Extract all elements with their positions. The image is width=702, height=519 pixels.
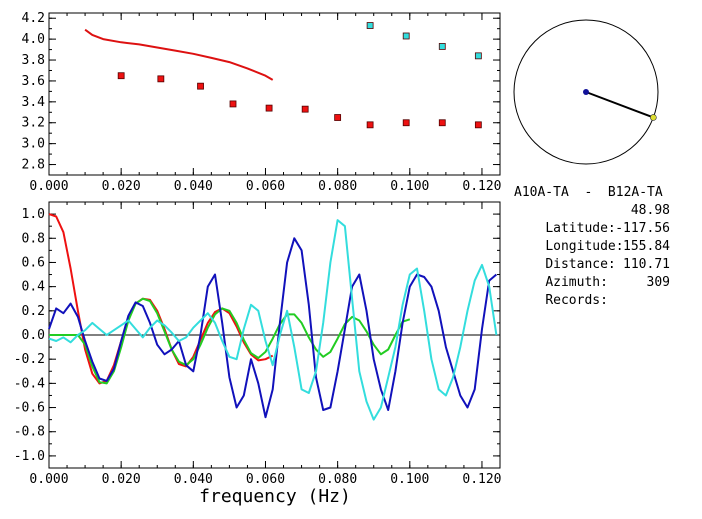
y-tick-label: -0.4 (14, 376, 45, 391)
series-line (48, 219, 498, 421)
y-tick-label: 3.4 (22, 95, 46, 110)
x-tick-label: 0.100 (390, 472, 429, 487)
longitude-label: Longitude: (545, 239, 624, 254)
y-tick-label: -0.6 (14, 401, 45, 416)
data-point (402, 119, 410, 127)
y-tick-label: 3.0 (22, 137, 45, 152)
station-end-dot (650, 114, 657, 121)
y-tick-label: 4.2 (22, 11, 45, 26)
y-tick-label: 3.2 (22, 116, 45, 131)
x-tick-label: 0.060 (246, 179, 285, 194)
azimuth-map (513, 19, 659, 165)
info-row-azimuth: Azimuth: 110.71 (514, 256, 700, 290)
bottom-panel: 0.000 0.020 0.040 0.060 0.080 0.100 0.120 1.0 0.… (14, 201, 502, 507)
data-point (301, 105, 309, 113)
info-row-latitude: Latitude: 48.98 (514, 202, 700, 236)
data-point (366, 121, 374, 129)
x-tick-label: 0.120 (462, 472, 501, 487)
x-tick-label: 0.000 (29, 179, 68, 194)
bottom-data (48, 213, 498, 421)
x-tick-label: 0.020 (102, 179, 141, 194)
azimuth-label: Azimuth: (545, 275, 608, 290)
x-tick-label: 0.040 (174, 179, 213, 194)
y-tick-label: 3.8 (22, 53, 45, 68)
x-tick-label: 0.080 (318, 472, 357, 487)
azimuth-value: 110.71 (623, 257, 670, 272)
info-panel: A10A-TA - B12A-TA Latitude: 48.98 Longit… (514, 184, 700, 308)
data-point (474, 121, 482, 129)
distance-label: Distance: (545, 257, 616, 272)
top-plot-frame (48, 12, 501, 176)
y-tick-label: 0.0 (22, 328, 45, 343)
data-point (334, 114, 342, 121)
bottom-axes: 0.000 0.020 0.040 0.060 0.080 0.100 0.120 1.0 0.… (14, 201, 502, 487)
records-label: Records: (545, 293, 608, 308)
top-data (84, 22, 482, 129)
x-axis-title: frequency (Hz) (199, 486, 351, 507)
map-circle (513, 19, 659, 165)
y-tick-label: -1.0 (14, 449, 45, 464)
station-center-dot (583, 89, 589, 95)
records-value: 309 (646, 275, 670, 290)
x-tick-label: 0.020 (102, 472, 141, 487)
y-tick-label: 0.2 (22, 304, 45, 319)
y-tick-label: 3.6 (22, 74, 45, 89)
data-point (265, 104, 273, 112)
y-tick-label: 4.0 (22, 32, 45, 47)
x-tick-label: 0.120 (462, 179, 501, 194)
latitude-value: 48.98 (630, 203, 670, 218)
data-point (366, 22, 374, 29)
y-tick-label: 2.8 (22, 158, 45, 173)
data-point (474, 52, 482, 60)
longitude-value: -117.56 (615, 221, 670, 236)
y-tick-label: 0.4 (22, 280, 46, 295)
x-tick-label: 0.100 (390, 179, 429, 194)
y-tick-label: -0.8 (14, 425, 45, 440)
y-tick-label: 0.6 (22, 255, 45, 270)
distance-value: 155.84 (623, 239, 670, 254)
info-row-records: Records: 309 (514, 274, 700, 308)
x-tick-label: 0.060 (246, 472, 285, 487)
top-panel: 0.000 0.020 0.040 0.060 0.080 0.100 0.120 2.8 3.… (22, 11, 502, 194)
data-point (229, 100, 237, 108)
info-row-distance: Distance: 155.84 (514, 238, 700, 272)
x-tick-label: 0.040 (174, 472, 213, 487)
data-point (402, 32, 410, 40)
y-tick-label: 1.0 (22, 207, 45, 222)
y-tick-label: -0.2 (14, 352, 45, 367)
series-line (84, 28, 274, 81)
series-line (48, 213, 274, 385)
y-tick-label: 0.8 (22, 231, 45, 246)
data-point (197, 82, 204, 90)
station-pair-title: A10A-TA - B12A-TA (514, 185, 663, 200)
info-row-longitude: Longitude: -117.56 (514, 220, 700, 254)
x-tick-label: 0.080 (318, 179, 357, 194)
x-tick-label: 0.000 (29, 472, 68, 487)
data-point (438, 43, 446, 50)
series-line (49, 297, 411, 385)
azimuth-line (585, 91, 654, 119)
data-point (438, 119, 446, 127)
top-axes: 0.000 0.020 0.040 0.060 0.080 0.100 0.120 2.8 3.… (22, 11, 502, 194)
latitude-label: Latitude: (545, 221, 616, 236)
series-line (48, 237, 498, 419)
data-point (157, 75, 165, 83)
data-point (117, 72, 125, 80)
